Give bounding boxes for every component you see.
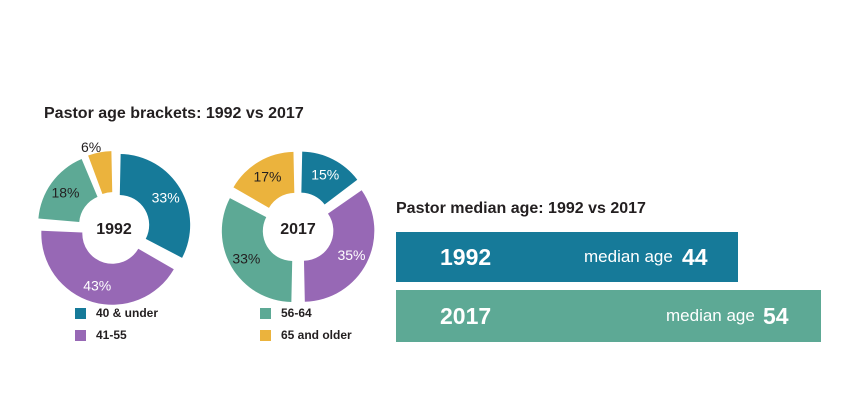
median-bar-2017: 2017 median age 54 bbox=[396, 290, 821, 342]
donut-slice bbox=[41, 230, 174, 305]
legend-swatch-56-64 bbox=[260, 307, 271, 319]
legend-item: 41-55 bbox=[75, 324, 158, 346]
legend-swatch-41-55 bbox=[75, 329, 86, 341]
slice-label: 17% bbox=[253, 168, 281, 184]
donut-slice bbox=[38, 159, 98, 222]
median-title: Pastor median age: 1992 vs 2017 bbox=[396, 200, 646, 217]
bar-median-value: 54 bbox=[763, 302, 789, 329]
donut-slice bbox=[221, 198, 293, 303]
legend-swatch-65-older bbox=[260, 329, 271, 341]
legend-right: 56-64 65 and older bbox=[260, 302, 352, 346]
donut-center-label: 2017 bbox=[280, 221, 316, 238]
legend-label: 65 and older bbox=[281, 328, 352, 342]
bar-year: 1992 bbox=[440, 243, 492, 270]
bar-year: 2017 bbox=[440, 302, 492, 329]
legend-item: 40 & under bbox=[75, 302, 158, 324]
legend-label: 40 & under bbox=[96, 306, 159, 320]
donut-center-label: 1992 bbox=[96, 221, 132, 238]
slice-label: 15% bbox=[311, 167, 339, 183]
legend-swatch-40-under bbox=[75, 307, 86, 319]
legend-item: 56-64 bbox=[260, 302, 352, 324]
slice-label: 33% bbox=[232, 251, 260, 267]
legend-label: 56-64 bbox=[281, 306, 312, 320]
donut-slice bbox=[119, 153, 191, 258]
donut-slice bbox=[301, 151, 358, 205]
legend-label: 41-55 bbox=[96, 328, 127, 342]
bar-median-label: median age bbox=[666, 306, 755, 325]
chart-title: Pastor age brackets: 1992 vs 2017 bbox=[44, 105, 304, 122]
donut-slice bbox=[88, 151, 113, 194]
bar-median-label: median age bbox=[584, 247, 673, 266]
legend-left: 40 & under 41-55 bbox=[75, 302, 158, 346]
slice-label: 6% bbox=[81, 139, 101, 155]
slice-label: 43% bbox=[83, 278, 111, 294]
median-bar-1992: 1992 median age 44 bbox=[396, 232, 738, 282]
donut-slice bbox=[233, 151, 295, 208]
bar-median-value: 44 bbox=[682, 243, 708, 270]
legend-item: 65 and older bbox=[260, 324, 352, 346]
slice-label: 33% bbox=[152, 189, 180, 205]
slice-label: 18% bbox=[51, 185, 79, 201]
donut-slice bbox=[303, 190, 375, 302]
slice-label: 35% bbox=[337, 247, 365, 263]
